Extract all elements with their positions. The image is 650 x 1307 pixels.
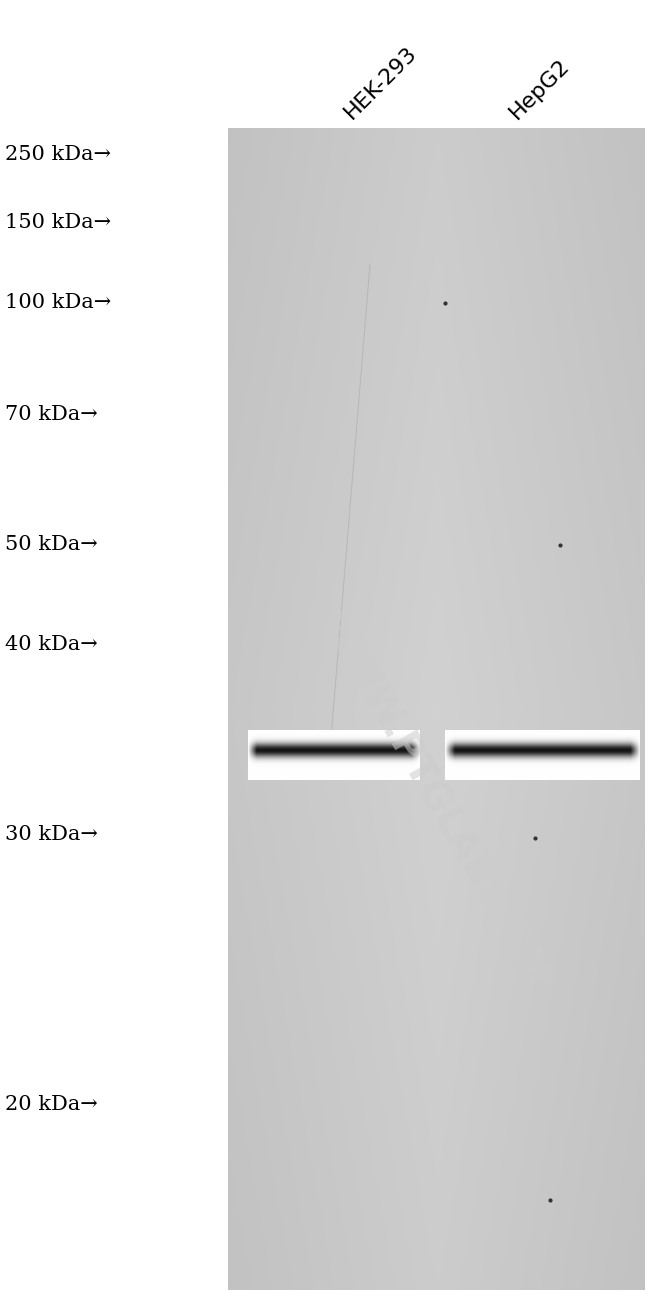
Text: HepG2: HepG2 (506, 55, 573, 123)
Text: 100 kDa→: 100 kDa→ (5, 293, 111, 311)
Text: HEK-293: HEK-293 (341, 43, 421, 123)
Text: 30 kDa→: 30 kDa→ (5, 826, 98, 844)
Text: 40 kDa→: 40 kDa→ (5, 635, 98, 655)
Text: 250 kDa→: 250 kDa→ (5, 145, 111, 165)
Text: 150 kDa→: 150 kDa→ (5, 213, 111, 231)
Text: WWW.PTGLAB.COM: WWW.PTGLAB.COM (312, 605, 558, 995)
Text: 70 kDa→: 70 kDa→ (5, 405, 98, 425)
Text: 50 kDa→: 50 kDa→ (5, 536, 98, 554)
Text: 20 kDa→: 20 kDa→ (5, 1095, 98, 1115)
